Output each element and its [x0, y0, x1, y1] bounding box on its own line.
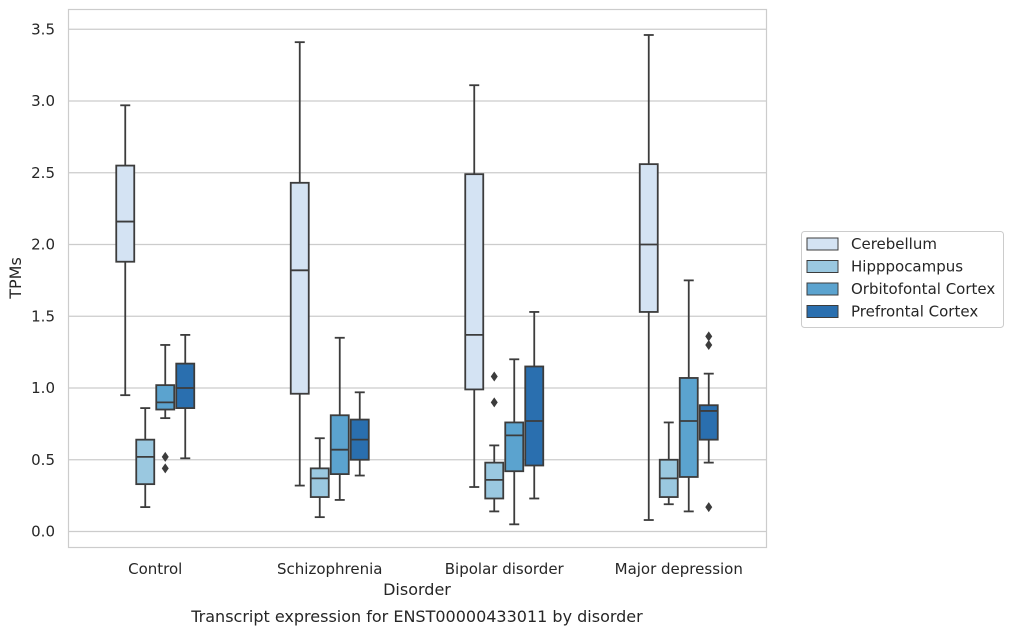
- box-cerebellum: [638, 34, 659, 521]
- box-series-group: [115, 34, 719, 526]
- x-tick-label: Control: [128, 560, 182, 578]
- x-tick-label: Schizophrenia: [277, 560, 382, 578]
- legend-swatch: [806, 282, 839, 296]
- box-iqr: [524, 365, 545, 467]
- box-iqr: [638, 163, 659, 313]
- box-cerebellum: [115, 104, 136, 397]
- box-orbitofontal-cortex: [504, 358, 525, 526]
- chart-caption: Transcript expression for ENST0000043301…: [190, 607, 643, 626]
- outlier-point: [161, 451, 169, 462]
- legend: Cerebellum Hipppocampus Orbitofontal Corte…: [801, 231, 1004, 328]
- outlier-point: [490, 371, 498, 382]
- box-orbitofontal-cortex: [329, 336, 350, 501]
- box-iqr: [175, 362, 196, 409]
- y-tick-label: 2.0: [31, 236, 55, 254]
- box-iqr: [115, 164, 136, 263]
- box-iqr: [309, 467, 330, 498]
- box-prefrontal-cortex: [175, 334, 196, 460]
- box-orbitofontal-cortex: [155, 344, 176, 474]
- box-iqr: [698, 404, 719, 441]
- box-iqr: [329, 414, 350, 476]
- box-prefrontal-cortex: [349, 391, 370, 477]
- box-hipppocampus: [484, 371, 505, 513]
- outlier-point: [490, 397, 498, 408]
- legend-label: Orbitofontal Cortex: [851, 280, 995, 298]
- box-iqr: [464, 173, 485, 391]
- legend-label: Cerebellum: [851, 235, 937, 253]
- legend-swatch: [806, 305, 839, 318]
- y-axis-label: TPMs: [6, 257, 25, 300]
- y-tick-label: 2.5: [31, 164, 55, 182]
- y-tick-label: 0.0: [31, 523, 55, 541]
- outlier-point: [705, 331, 713, 342]
- legend-frame: [801, 231, 1004, 328]
- box-prefrontal-cortex: [698, 331, 719, 513]
- y-tick-label: 1.5: [31, 307, 55, 325]
- y-tick-label: 3.5: [31, 20, 55, 38]
- y-tick-label: 0.5: [31, 451, 55, 469]
- x-axis-ticks: Control Schizophrenia Bipolar disorder Majo…: [128, 560, 743, 578]
- x-tick-label: Bipolar disorder: [445, 560, 565, 578]
- box-iqr: [678, 377, 699, 478]
- box-hipppocampus: [309, 437, 330, 519]
- box-prefrontal-cortex: [524, 311, 545, 500]
- outlier-point: [705, 339, 713, 350]
- box-iqr: [155, 384, 176, 411]
- legend-swatch: [806, 237, 839, 251]
- legend-label: Hipppocampus: [851, 258, 963, 276]
- box-hipppocampus: [658, 421, 679, 506]
- box-hipppocampus: [135, 407, 156, 509]
- outlier-point: [705, 502, 713, 513]
- box-cerebellum: [464, 84, 485, 488]
- box-iqr: [504, 421, 525, 473]
- y-tick-label: 1.0: [31, 379, 55, 397]
- box-iqr: [289, 181, 310, 395]
- box-iqr: [135, 438, 156, 486]
- legend-swatch: [806, 260, 839, 273]
- x-axis-label: Disorder: [383, 580, 451, 599]
- legend-label: Prefrontal Cortex: [851, 303, 978, 321]
- y-tick-label: 3.0: [31, 92, 55, 110]
- box-orbitofontal-cortex: [678, 279, 699, 513]
- box-cerebellum: [289, 41, 310, 487]
- y-axis-ticks: 0.0 0.5 1.0 1.5 2.0 2.5 3.0 3.5: [31, 20, 55, 540]
- outlier-point: [161, 463, 169, 474]
- x-tick-label: Major depression: [615, 560, 743, 578]
